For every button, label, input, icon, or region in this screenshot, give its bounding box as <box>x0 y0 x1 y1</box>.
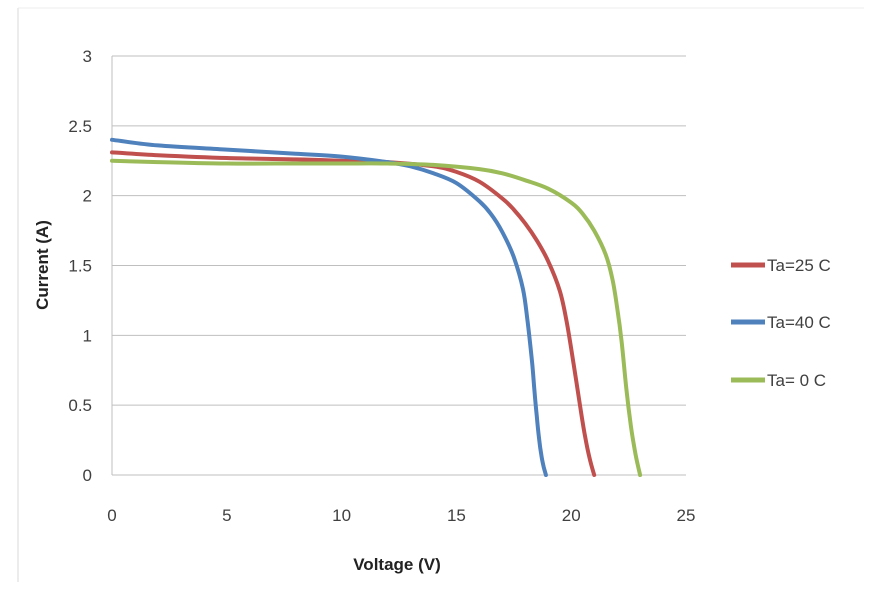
x-tick-label: 10 <box>332 506 351 525</box>
legend-label: Ta=40 C <box>767 313 831 332</box>
x-tick-label: 5 <box>222 506 231 525</box>
legend-label: Ta=25 C <box>767 256 831 275</box>
y-tick-label: 0.5 <box>68 396 92 415</box>
x-axis-title: Voltage (V) <box>353 555 441 574</box>
grid-lines <box>112 55 686 406</box>
x-tick-labels: 0 5 10 15 20 25 <box>107 506 695 525</box>
legend: Ta=25 C Ta=40 C Ta= 0 C <box>731 256 831 390</box>
y-tick-label: 2.5 <box>68 117 92 136</box>
y-tick-label: 2 <box>83 187 92 206</box>
legend-label: Ta= 0 C <box>767 371 826 390</box>
y-tick-label: 1 <box>83 326 92 345</box>
x-tick-label: 15 <box>447 506 466 525</box>
y-tick-labels: 0 0.5 1 1.5 2 2.5 3 <box>68 47 92 485</box>
series-line-0 <box>110 150 597 477</box>
x-tick-label: 0 <box>107 506 116 525</box>
series-line-2 <box>110 158 643 477</box>
axes <box>111 56 686 476</box>
x-tick-label: 20 <box>562 506 581 525</box>
y-tick-label: 3 <box>83 47 92 66</box>
y-axis-title: Current (A) <box>33 220 52 310</box>
y-tick-label: 0 <box>83 466 92 485</box>
series-line-1 <box>110 137 548 477</box>
series-lines <box>110 137 643 477</box>
y-tick-label: 1.5 <box>68 257 92 276</box>
x-tick-label: 25 <box>677 506 696 525</box>
